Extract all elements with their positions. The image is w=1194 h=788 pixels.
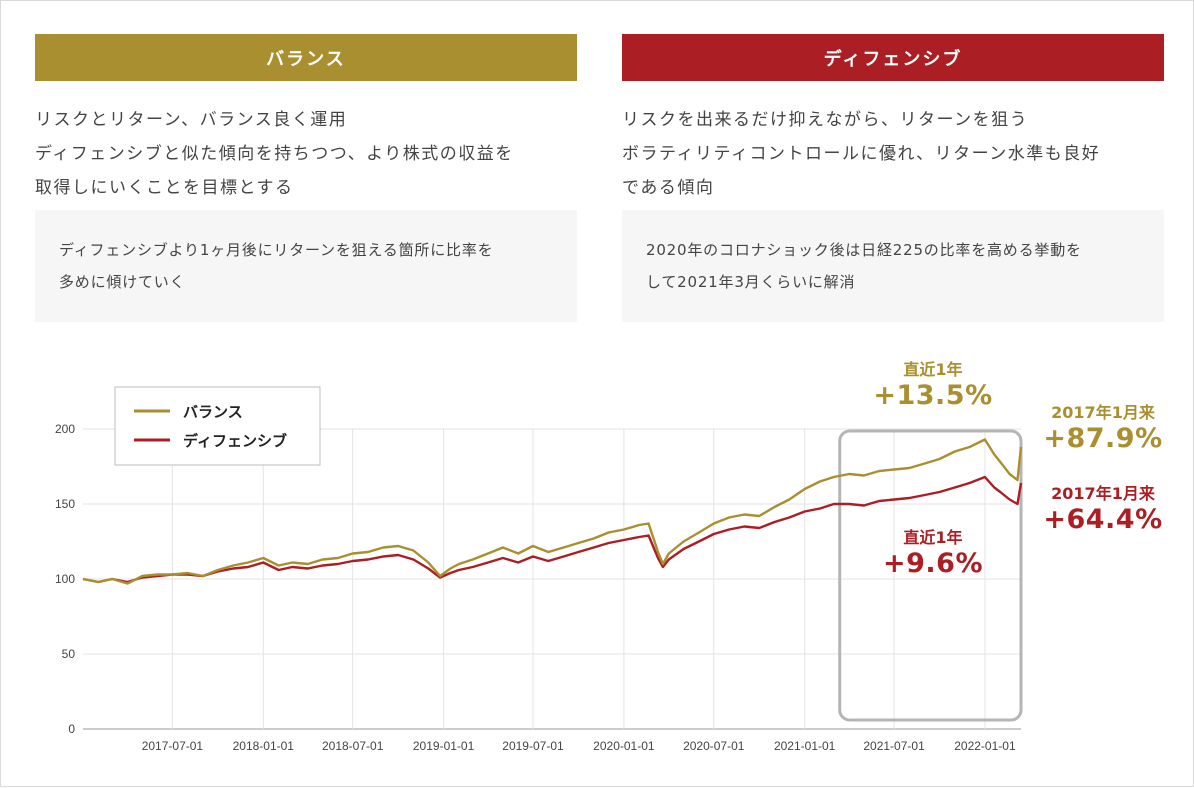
- balance-description: リスクとリターン、バランス良く運用 ディフェンシブと似た傾向を持ちつつ、より株式…: [35, 103, 577, 205]
- defensive-recent-label: 直近1年: [903, 528, 963, 547]
- balance-since-value: +87.9%: [1043, 423, 1163, 454]
- x-tick-label: 2018-01-01: [233, 739, 295, 753]
- y-tick-label: 150: [55, 497, 75, 511]
- balance-recent-annotation: 直近1年 +13.5%: [863, 356, 1003, 411]
- defensive-since-annotation: 2017年1月来 +64.4%: [1033, 480, 1173, 535]
- y-tick-label: 200: [55, 422, 75, 436]
- axis-labels: 0 50 100 150 200 2017-07-01 2018-01-01 2018-07-…: [55, 422, 1016, 753]
- balance-recent-label: 直近1年: [903, 360, 963, 379]
- defensive-since-label: 2017年1月来: [1051, 484, 1155, 503]
- x-tick-label: 2021-01-01: [774, 739, 836, 753]
- balance-since-annotation: 2017年1月来 +87.9%: [1033, 399, 1173, 454]
- y-tick-label: 0: [68, 722, 75, 736]
- series-line-balance: [82, 438, 1023, 585]
- balance-desc-line: リスクとリターン、バランス良く運用: [35, 110, 348, 130]
- balance-recent-value: +13.5%: [873, 380, 993, 411]
- defensive-desc-line: である傾向: [622, 178, 715, 198]
- x-tick-label: 2017-07-01: [142, 739, 204, 753]
- chart-legend: バランス ディフェンシブ: [114, 386, 321, 466]
- legend-label-balance: バランス: [183, 404, 243, 421]
- defensive-section: ディフェンシブ リスクを出来るだけ抑えながら、リターンを狙う ボラティリティコン…: [622, 34, 1164, 322]
- x-tick-label: 2019-01-01: [413, 739, 475, 753]
- legend-box: [114, 386, 321, 466]
- defensive-recent-value: +9.6%: [882, 548, 983, 579]
- legend-label-defensive: ディフェンシブ: [183, 432, 287, 450]
- balance-header: バランス: [35, 34, 577, 81]
- x-tick-label: 2020-01-01: [593, 739, 655, 753]
- balance-title: バランス: [266, 48, 346, 70]
- y-tick-label: 100: [55, 572, 75, 586]
- defensive-since-value: +64.4%: [1043, 504, 1163, 535]
- defensive-desc-line: ボラティリティコントロールに優れ、リターン水準も良好: [622, 144, 1101, 164]
- balance-note-line: 多めに傾けていく: [59, 273, 186, 291]
- recent-year-highlight: [838, 429, 1023, 722]
- balance-desc-line: ディフェンシブと似た傾向を持ちつつ、より株式の収益を: [35, 144, 514, 164]
- defensive-header: ディフェンシブ: [622, 34, 1164, 81]
- x-tick-label: 2019-07-01: [502, 739, 564, 753]
- balance-desc-line: 取得しにいくことを目標とする: [35, 178, 294, 198]
- x-tick-label: 2021-07-01: [863, 739, 925, 753]
- y-tick-label: 50: [62, 647, 76, 661]
- balance-note-box: ディフェンシブより1ヶ月後にリターンを狙える箇所に比率を 多めに傾けていく: [35, 210, 577, 322]
- performance-chart: 0 50 100 150 200 2017-07-01 2018-01-01 2018-07-…: [55, 386, 1023, 753]
- defensive-note-line: 2020年のコロナショック後は日経225の比率を高める挙動を: [646, 241, 1082, 259]
- grid: [83, 428, 1021, 730]
- defensive-note-box: 2020年のコロナショック後は日経225の比率を高める挙動を して2021年3月…: [622, 210, 1164, 322]
- defensive-description: リスクを出来るだけ抑えながら、リターンを狙う ボラティリティコントロールに優れ、…: [622, 103, 1164, 205]
- balance-note-line: ディフェンシブより1ヶ月後にリターンを狙える箇所に比率を: [59, 241, 494, 259]
- balance-section: バランス リスクとリターン、バランス良く運用 ディフェンシブと似た傾向を持ちつつ…: [35, 34, 577, 322]
- series-line-defensive: [82, 475, 1023, 584]
- defensive-note-line: して2021年3月くらいに解消: [646, 273, 856, 291]
- balance-since-label: 2017年1月来: [1051, 403, 1155, 422]
- series-lines: [82, 438, 1023, 585]
- defensive-desc-line: リスクを出来るだけ抑えながら、リターンを狙う: [622, 110, 1029, 130]
- defensive-recent-annotation: 直近1年 +9.6%: [863, 524, 1003, 579]
- x-tick-label: 2018-07-01: [322, 739, 384, 753]
- x-tick-label: 2022-01-01: [954, 739, 1016, 753]
- x-tick-label: 2020-07-01: [683, 739, 745, 753]
- defensive-title: ディフェンシブ: [823, 48, 963, 70]
